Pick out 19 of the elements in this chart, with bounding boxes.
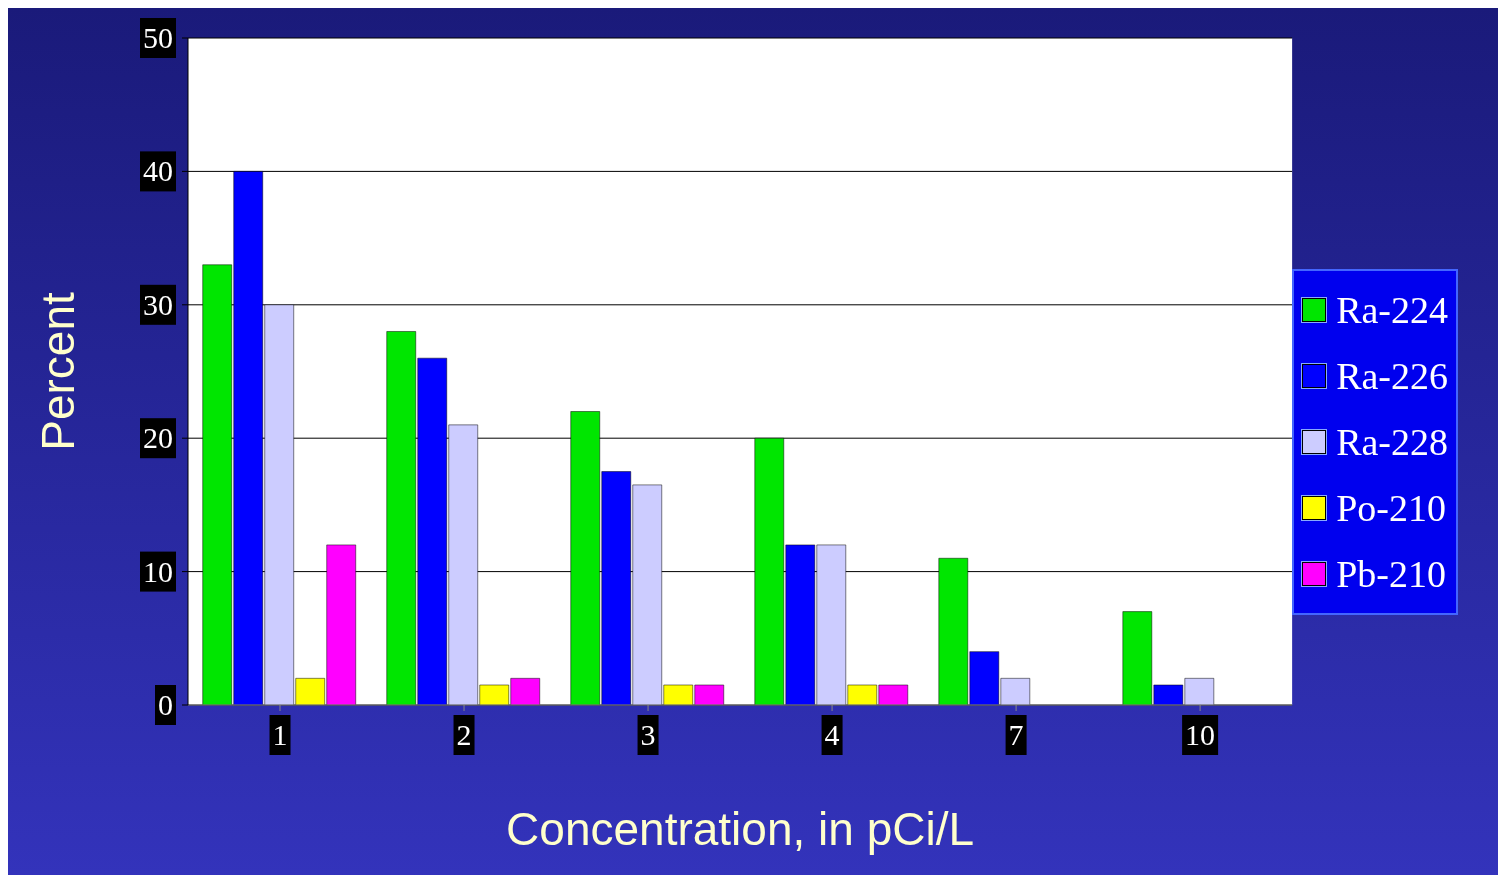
y-tick-label: 50 [143, 21, 173, 54]
x-tick-label: 7 [1008, 718, 1024, 751]
y-tick-label: 40 [143, 154, 173, 188]
legend-label: Ra-228 [1336, 419, 1448, 465]
legend-label: Po-210 [1336, 485, 1446, 531]
y-tick-label: 30 [143, 287, 173, 321]
legend-label: Ra-224 [1336, 287, 1448, 333]
x-tick-label: 10 [1185, 718, 1216, 751]
y-tick-label: 10 [143, 554, 173, 588]
y-axis-title: Percent [32, 292, 85, 451]
legend-label: Pb-210 [1336, 551, 1446, 597]
y-tick-label: 0 [158, 688, 173, 721]
legend-label: Ra-226 [1336, 353, 1448, 399]
x-tick-label: 2 [456, 718, 472, 751]
x-tick-label: 1 [272, 718, 288, 751]
x-tick-label: 3 [640, 718, 656, 751]
y-tick-label: 20 [143, 421, 173, 455]
x-tick-label: 4 [824, 718, 840, 751]
x-axis-title: Concentration, in pCi/L [506, 803, 975, 855]
